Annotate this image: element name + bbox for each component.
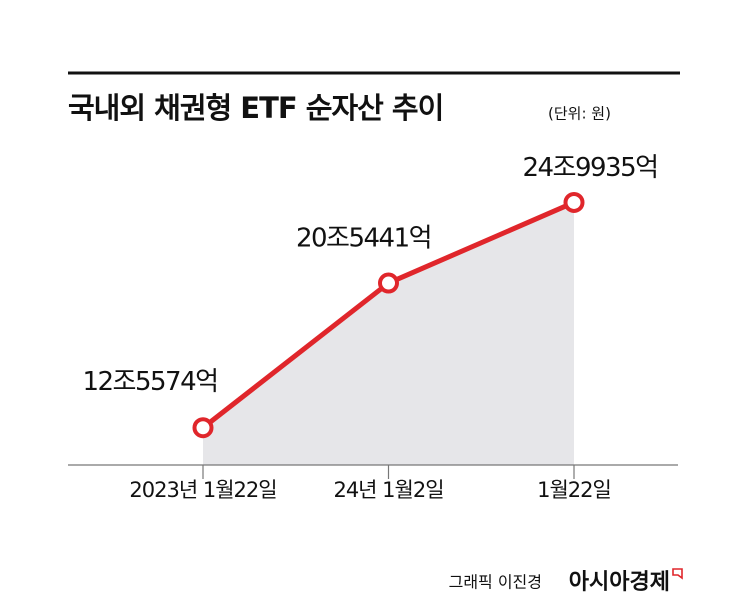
x-tick-label: 1월22일 [537, 478, 611, 502]
data-label: 12조5574억 [82, 367, 217, 397]
area [203, 202, 574, 465]
credit: 그래픽 이진경 [449, 573, 542, 592]
data-label: 20조5441억 [296, 224, 431, 254]
source: 아시아경제 [569, 570, 670, 595]
x-tick-label: 2023년 1월22일 [129, 478, 276, 502]
point [378, 272, 399, 294]
point [563, 191, 585, 213]
point [192, 417, 214, 439]
data-label: 24조9935억 [522, 153, 657, 183]
chart-title: 국내외 채권형 ETF 순자산 추이 [68, 91, 443, 125]
unit-label: (단위: 원) [548, 105, 611, 123]
x-tick-label: 24년 1월2일 [333, 478, 443, 502]
logo-icon [672, 568, 683, 580]
